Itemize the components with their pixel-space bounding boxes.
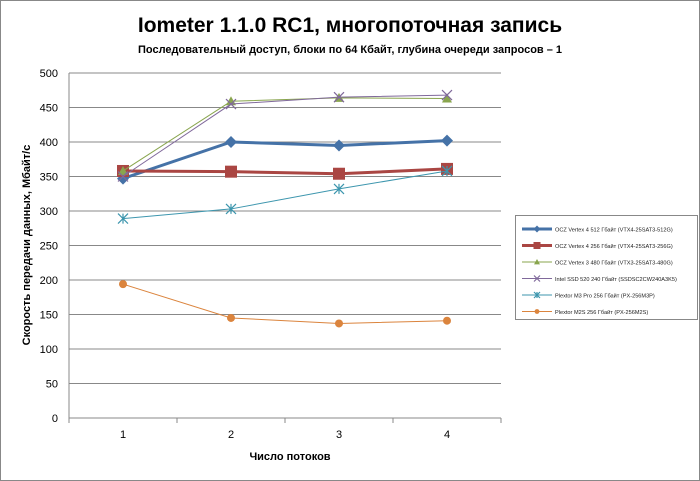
- legend-entry: OCZ Vertex 4 256 Гбайт (VTX4-25SAT3-256G…: [555, 243, 673, 250]
- legend-entry: OCZ Vertex 4 512 Гбайт (VTX4-25SAT3-512G…: [555, 227, 673, 234]
- x-axis-label: Число потоков: [249, 451, 330, 463]
- data-point: [333, 167, 345, 180]
- y-tick-label: 450: [40, 103, 58, 115]
- series-line: [122, 283, 448, 324]
- data-point: [227, 313, 235, 322]
- y-tick-label: 400: [40, 137, 58, 149]
- data-point: [533, 242, 541, 249]
- y-tick-label: 150: [40, 310, 58, 322]
- y-tick-label: 350: [40, 172, 58, 184]
- legend-entry: Intel SSD 520 240 Гбайт (SSDSC2CW240A3K5…: [555, 276, 677, 283]
- data-point: [119, 280, 127, 289]
- data-point: [441, 89, 453, 101]
- x-tick-label: 2: [228, 429, 234, 441]
- data-point: [226, 96, 236, 106]
- data-point: [533, 225, 541, 233]
- series-4: [117, 165, 453, 225]
- data-point: [442, 93, 452, 103]
- chart-subtitle: Последовательный доступ, блоки по 64 Кба…: [138, 44, 562, 56]
- data-point: [533, 275, 541, 282]
- series-line: [122, 167, 448, 176]
- series-5: [119, 280, 451, 328]
- y-tick-label: 200: [40, 275, 58, 287]
- data-point: [333, 139, 345, 152]
- data-point: [443, 316, 451, 325]
- data-point: [333, 183, 345, 195]
- chart-title: Iometer 1.1.0 RC1, многопоточная запись: [138, 14, 562, 37]
- series-line: [122, 139, 448, 180]
- legend-box: [515, 215, 698, 320]
- data-point: [225, 136, 237, 148]
- series-2: [118, 92, 452, 175]
- data-point: [441, 165, 453, 177]
- y-tick-label: 50: [46, 379, 58, 391]
- series-line: [122, 94, 448, 177]
- y-axis-label: Скорость передачи данных, Мбайт/с: [21, 145, 33, 346]
- x-tick-label: 4: [444, 429, 450, 441]
- y-tick-label: 100: [40, 344, 58, 356]
- x-tick-label: 1: [120, 429, 126, 441]
- series-3: [117, 89, 453, 182]
- data-point: [117, 213, 129, 225]
- y-tick-label: 300: [40, 206, 58, 218]
- x-tick-label: 3: [336, 429, 342, 441]
- y-tick-label: 250: [40, 241, 58, 253]
- y-tick-label: 500: [40, 68, 58, 80]
- data-point: [333, 91, 345, 103]
- data-point: [441, 134, 453, 147]
- series-line: [122, 97, 448, 172]
- data-point: [335, 319, 343, 328]
- series-line: [122, 170, 448, 220]
- data-point: [534, 309, 540, 314]
- data-point: [225, 203, 237, 215]
- y-tick-label: 0: [52, 413, 58, 425]
- data-point: [118, 165, 128, 175]
- data-point: [534, 259, 540, 265]
- legend-entry: OCZ Vertex 3 480 Гбайт (VTX3-25SAT3-480G…: [555, 260, 673, 267]
- legend-entry: Plextor M3 Pro 256 Гбайт (PX-256M3P): [555, 293, 655, 300]
- data-point: [225, 98, 237, 110]
- data-point: [533, 291, 541, 299]
- data-point: [117, 171, 129, 182]
- data-point: [225, 165, 237, 178]
- legend-entry: Plextor M2S 256 Гбайт (PX-256M2S): [555, 309, 648, 316]
